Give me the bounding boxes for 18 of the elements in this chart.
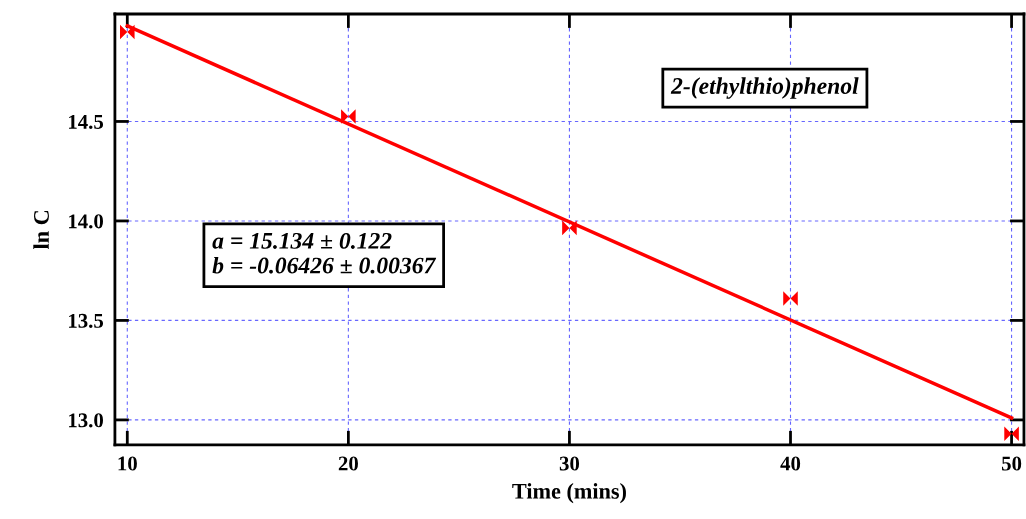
y-tick-label: 14.5: [69, 114, 104, 129]
point: [341, 109, 356, 124]
y-axis-title: ln C: [33, 211, 49, 250]
x-tick-label: 40: [780, 456, 801, 471]
y-tick-label: 14.0: [69, 214, 104, 229]
x-tick-label: 30: [559, 456, 580, 471]
annotation: a = 15.134 ± 0.122 b = -0.06426 ± 0.00367: [212, 232, 437, 274]
x-tick-label: 10: [118, 456, 137, 471]
point: [783, 291, 798, 306]
x-tick-label: 50: [1001, 456, 1022, 471]
x-axis-title: Time (mins): [512, 483, 626, 504]
point: [562, 220, 577, 236]
y-tick-label: 13.5: [69, 313, 104, 328]
y-tick-label: 13.0: [69, 413, 104, 428]
point: [1004, 426, 1019, 442]
point: [120, 24, 135, 40]
x-tick-label: 20: [338, 456, 358, 471]
annotation: 2-(ethylthio)phenol: [670, 77, 859, 99]
